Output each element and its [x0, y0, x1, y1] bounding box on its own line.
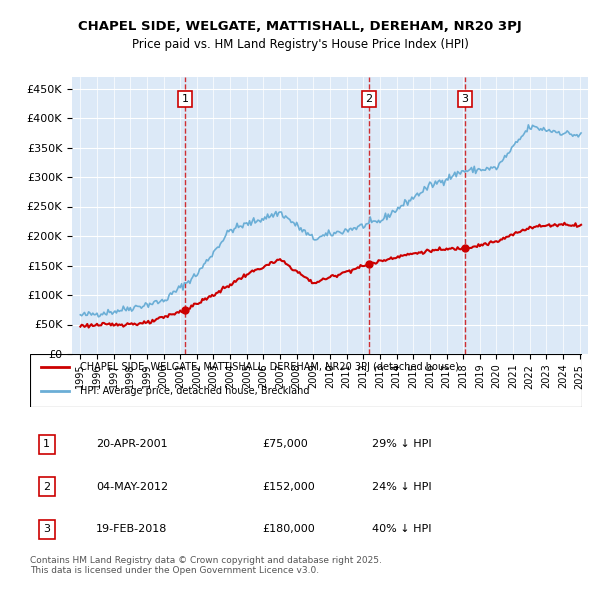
Text: £152,000: £152,000: [262, 481, 314, 491]
Text: 3: 3: [461, 94, 469, 104]
Text: 3: 3: [43, 524, 50, 534]
Text: 04-MAY-2012: 04-MAY-2012: [96, 481, 169, 491]
Text: 20-APR-2001: 20-APR-2001: [96, 439, 168, 449]
Text: £75,000: £75,000: [262, 439, 308, 449]
Text: CHAPEL SIDE, WELGATE, MATTISHALL, DEREHAM, NR20 3PJ: CHAPEL SIDE, WELGATE, MATTISHALL, DEREHA…: [78, 20, 522, 33]
Text: HPI: Average price, detached house, Breckland: HPI: Average price, detached house, Brec…: [80, 386, 309, 396]
Text: 40% ↓ HPI: 40% ↓ HPI: [372, 524, 432, 534]
Text: £180,000: £180,000: [262, 524, 314, 534]
Text: Contains HM Land Registry data © Crown copyright and database right 2025.
This d: Contains HM Land Registry data © Crown c…: [30, 556, 382, 575]
Text: 29% ↓ HPI: 29% ↓ HPI: [372, 439, 432, 449]
Text: Price paid vs. HM Land Registry's House Price Index (HPI): Price paid vs. HM Land Registry's House …: [131, 38, 469, 51]
Text: 2: 2: [43, 481, 50, 491]
Text: 24% ↓ HPI: 24% ↓ HPI: [372, 481, 432, 491]
Text: 2: 2: [365, 94, 373, 104]
Text: CHAPEL SIDE, WELGATE, MATTISHALL, DEREHAM, NR20 3PJ (detached house): CHAPEL SIDE, WELGATE, MATTISHALL, DEREHA…: [80, 362, 458, 372]
Text: 19-FEB-2018: 19-FEB-2018: [96, 524, 167, 534]
Text: 1: 1: [182, 94, 188, 104]
Text: 1: 1: [43, 439, 50, 449]
